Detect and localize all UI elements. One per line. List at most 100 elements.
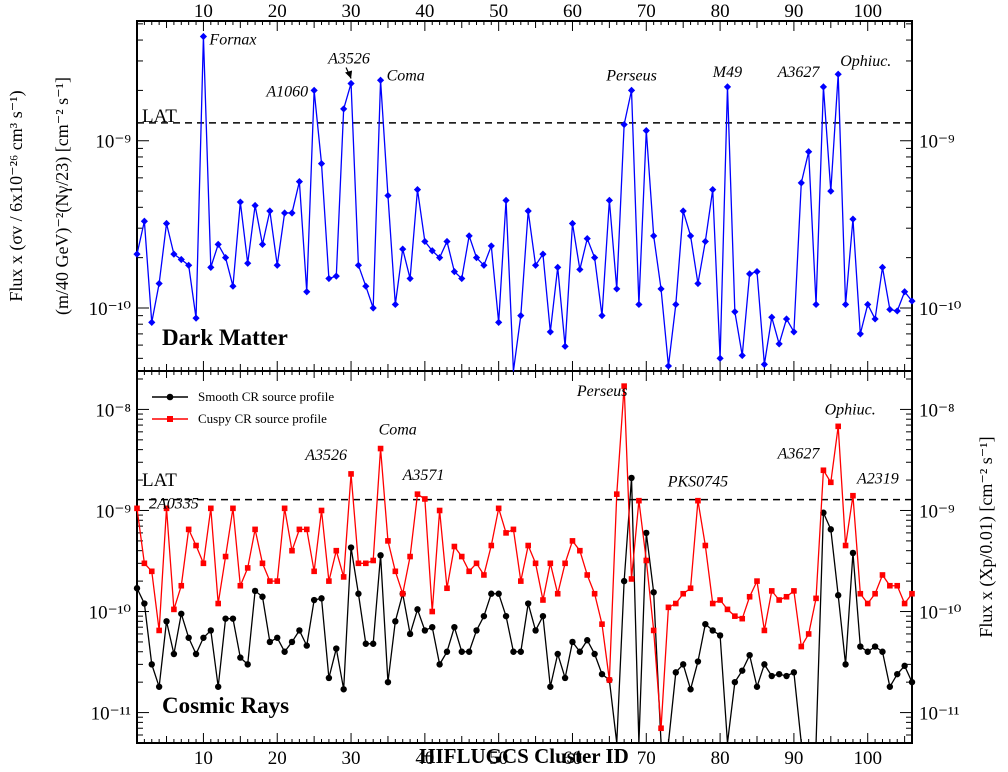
bottom-point-circle [687,686,694,693]
bottom-annotation: A3571 [402,467,445,484]
bottom-point-square [525,542,531,549]
top-point-diamond [472,254,481,262]
top-point-diamond [495,318,503,327]
top-point-diamond [775,340,783,348]
bottom-point-circle [628,474,635,482]
bottom-point-circle [517,648,525,655]
top-point-diamond [192,314,200,322]
top-point-diamond [148,318,156,327]
top-point-diamond [517,312,525,320]
x-tick-label-bottom: 10 [194,748,213,767]
x-tick-label-top: 60 [563,1,582,22]
bottom-point-circle [886,683,894,690]
x-tick-label-top: 50 [489,1,508,22]
top-point-diamond [561,342,569,350]
bottom-point-circle [443,648,451,655]
bottom-annotation: Perseus [576,383,628,400]
top-annotation: M49 [712,64,742,81]
bottom-point-square [481,572,487,578]
bottom-point-square [370,557,376,564]
bottom-point-square [163,505,170,512]
bottom-point-circle [355,590,362,597]
bottom-point-circle [288,638,296,646]
x-tick-label-bottom: 20 [268,748,287,767]
bottom-point-square [267,578,273,584]
bottom-point-circle [716,632,724,639]
bottom-point-circle [214,683,222,690]
bottom-point-square [488,542,495,549]
bottom-point-square [208,505,214,512]
x-tick-label-bottom: 30 [342,748,361,767]
bottom-point-square [783,593,790,600]
bottom-series-1-line [136,385,913,729]
bottom-point-square [709,600,716,607]
top-point-diamond [413,186,422,194]
bottom-ytick-label-right: 10⁻¹¹ [919,704,960,725]
top-point-diamond [620,120,628,129]
top-annotation: Perseus [605,67,657,84]
bottom-point-circle [879,648,886,655]
top-point-diamond [480,261,488,269]
bottom-point-square [577,547,583,554]
top-point-diamond [709,186,717,194]
bottom-point-circle [251,587,259,595]
bottom-point-circle [229,615,237,622]
top-point-diamond [185,261,193,269]
bottom-point-circle [591,650,598,658]
bottom-point-circle [296,627,303,634]
top-point-diamond [650,232,658,240]
bottom-point-circle [325,674,333,682]
top-point-diamond [221,254,230,262]
bottom-point-circle [731,678,739,686]
bottom-point-square [717,597,723,603]
top-point-diamond [384,191,392,200]
bottom-point-square [215,600,221,607]
bottom-point-square [879,572,886,578]
bottom-point-square [318,507,325,514]
bottom-point-square [444,585,450,592]
bottom-point-circle [871,643,879,650]
x-tick-label-top: 80 [711,1,730,22]
bottom-point-square [547,560,554,567]
bottom-point-square [540,597,546,603]
top-point-diamond [546,328,554,336]
bottom-point-square [355,560,362,567]
bottom-point-circle [775,670,783,678]
top-point-diamond [214,240,222,249]
bottom-point-square [399,590,406,597]
top-point-diamond [436,254,444,262]
top-point-diamond [841,300,850,309]
bottom-point-circle [458,648,465,655]
bottom-point-circle [827,526,835,533]
bottom-point-square [422,496,428,502]
bottom-annotation: 2A0335 [149,495,199,512]
bottom-point-square [363,560,369,567]
top-point-diamond [664,362,673,370]
top-point-diamond [797,179,805,187]
bottom-point-square [473,560,480,567]
bottom-point-circle [362,640,370,647]
top-point-diamond [782,315,791,323]
bottom-point-square [650,627,657,634]
bottom-point-circle [429,623,436,631]
x-tick-label-top: 10 [194,1,213,22]
bottom-point-circle [421,627,429,634]
top-point-diamond [568,219,577,228]
bottom-point-circle [569,638,576,646]
top-point-diamond [723,83,732,91]
legend-cuspy-label: Cuspy CR source profile [198,411,327,426]
bottom-annotation: Coma [379,422,417,439]
top-point-diamond [207,263,215,271]
bottom-point-circle [864,648,871,655]
top-ytick-label-left: 10⁻⁹ [95,132,131,153]
x-tick-label-bottom: 50 [489,748,508,767]
top-point-diamond [229,282,237,290]
bottom-panel-title: Cosmic Rays [162,693,289,718]
top-point-diamond [598,312,606,320]
top-point-diamond [760,360,768,368]
bottom-ytick-label-left: 10⁻⁸ [95,400,131,421]
bottom-point-square [857,590,864,597]
bottom-point-circle [547,683,554,690]
bottom-annotation: A3526 [304,447,347,464]
